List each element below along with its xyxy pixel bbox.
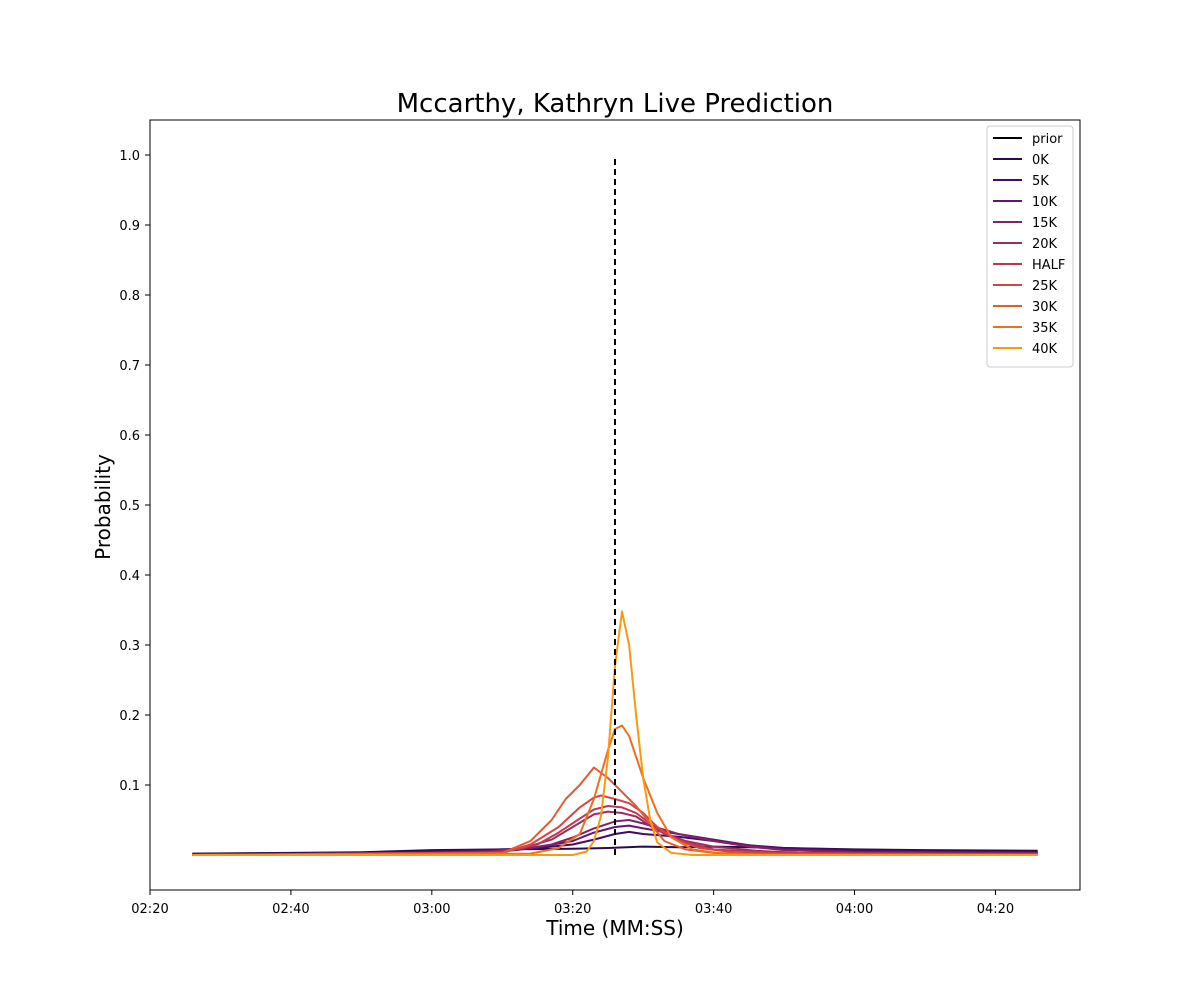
legend-label: 30K [1032,300,1058,315]
plot-area [192,155,1038,856]
y-axis: 0.1 0.2 0.3 0.4 0.5 0.6 0.7 0.8 0.9 1.0 [119,149,150,794]
series-line-half [192,805,1038,856]
y-tick-label: 0.4 [119,569,140,584]
x-tick-label: 02:20 [131,902,168,917]
x-tick-label: 03:40 [695,902,732,917]
x-tick-label: 02:40 [272,902,309,917]
legend-label: 0K [1032,153,1049,168]
series-line-25k [192,794,1038,856]
y-tick-label: 0.8 [119,289,140,304]
legend-label: prior [1032,132,1063,147]
legend-label: HALF [1032,258,1065,273]
chart-title: Mccarthy, Kathryn Live Prediction [397,89,834,119]
series-line-35k [192,724,1038,856]
x-tick-label: 04:00 [836,902,873,917]
legend-label: 25K [1032,279,1058,294]
y-tick-label: 0.3 [119,639,140,654]
x-tick-label: 03:00 [413,902,450,917]
y-tick-label: 0.6 [119,429,140,444]
legend-label: 10K [1032,195,1058,210]
y-tick-label: 0.5 [119,499,140,514]
legend-label: 15K [1032,216,1058,231]
x-tick-label: 04:20 [977,902,1014,917]
legend-label: 20K [1032,237,1058,252]
y-tick-label: 1.0 [119,149,140,164]
x-axis-title: Time (MM:SS) [545,916,684,940]
x-axis: 02:20 02:40 03:00 03:20 03:40 04:00 04:20 [131,890,1014,917]
y-tick-label: 0.9 [119,219,140,234]
x-tick-label: 03:20 [554,902,591,917]
series-line-15k [192,819,1038,856]
y-tick-label: 0.7 [119,359,140,374]
y-axis-title: Probability [91,454,115,560]
legend-label: 35K [1032,321,1058,336]
y-tick-label: 0.2 [119,709,140,724]
legend-box [986,125,1074,368]
legend-label: 5K [1032,174,1049,189]
legend: prior 0K 5K 10K 15K 20K HALF 25K 30K 35K 40K [986,125,1074,368]
legend-label: 40K [1032,342,1058,357]
y-tick-label: 0.1 [119,779,140,794]
series-line-40k [192,610,1038,856]
